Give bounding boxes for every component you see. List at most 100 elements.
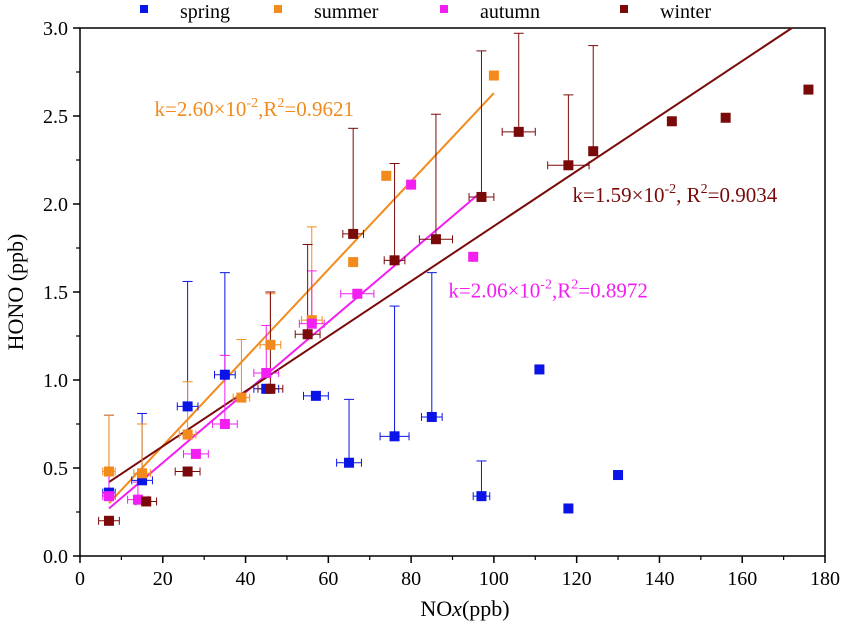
x-axis-label: NOx(ppb) (420, 596, 509, 621)
point-winter-9 (513, 126, 524, 137)
fit-line-summer (108, 92, 495, 504)
fit-annotation-autumn: k=2.06×10-2,R2=0.8972 (448, 277, 647, 302)
point-autumn-1 (132, 494, 143, 505)
point-spring-12 (613, 470, 624, 481)
fit-annotation-part-autumn-1: -2 (540, 277, 552, 292)
point-spring-7 (389, 431, 400, 442)
point-summer-8 (488, 70, 499, 81)
y-tick-label-2-5: 2.5 (43, 106, 68, 128)
x-axis-label-main: NO (420, 596, 452, 621)
point-spring-2 (182, 401, 193, 412)
point-winter-4 (302, 329, 313, 340)
legend-marker-winter (620, 5, 628, 13)
fit-annotation-summer: k=2.60×10-2,R2=0.9621 (155, 96, 354, 121)
y-tick-label-1-5: 1.5 (43, 282, 68, 304)
point-spring-6 (344, 457, 355, 468)
point-summer-4 (265, 339, 276, 350)
legend-label-spring: spring (180, 1, 230, 23)
x-axis-label-tail: (ppb) (462, 596, 510, 621)
point-autumn-0 (103, 491, 114, 502)
y-tick-label-0-0: 0.0 (43, 546, 68, 568)
point-autumn-5 (306, 318, 317, 329)
fit-annotation-part-winter-0: k=1.59×10 (573, 183, 665, 207)
point-winter-14 (803, 84, 814, 95)
y-axis-label: HONO (ppb) (3, 234, 28, 351)
x-tick-label-0: 0 (75, 568, 85, 590)
point-winter-5 (348, 228, 359, 239)
x-tick-label-100: 100 (479, 568, 509, 590)
point-spring-9 (476, 491, 487, 502)
fit-annotation-part-autumn-3: 2 (571, 277, 578, 292)
point-summer-3 (236, 392, 247, 403)
x-tick-label-20: 20 (153, 568, 173, 590)
fit-annotation-part-autumn-4: =0.8972 (578, 278, 648, 302)
point-winter-2 (182, 466, 193, 477)
y-tick-label-0-5: 0.5 (43, 458, 68, 480)
legend: spring summer autumn winter (140, 1, 711, 23)
point-spring-3 (219, 369, 230, 380)
point-spring-5 (310, 390, 321, 401)
fit-annotation-part-summer-1: -2 (246, 96, 258, 111)
point-summer-2 (182, 429, 193, 440)
x-tick-label-40: 40 (236, 568, 256, 590)
y-tick-label-3-0: 3.0 (43, 18, 68, 40)
point-autumn-7 (406, 179, 417, 190)
data-points (103, 70, 814, 526)
fit-annotation-winter: k=1.59×10-2, R2=0.9034 (573, 182, 778, 207)
point-autumn-2 (190, 448, 201, 459)
point-summer-6 (348, 257, 359, 268)
point-winter-3 (265, 383, 276, 394)
point-winter-6 (389, 255, 400, 266)
fit-annotation-part-summer-3: 2 (277, 96, 284, 111)
fit-line-autumn (108, 194, 478, 510)
fit-annotation-part-winter-4: =0.9034 (708, 183, 778, 207)
point-autumn-4 (261, 367, 272, 378)
legend-marker-autumn (440, 5, 448, 13)
point-winter-0 (103, 515, 114, 526)
y-tick-label-1-0: 1.0 (43, 370, 68, 392)
fit-annotation-part-autumn-2: ,R (552, 278, 571, 302)
x-tick-label-60: 60 (318, 568, 338, 590)
legend-label-winter: winter (660, 1, 711, 23)
point-summer-7 (381, 170, 392, 181)
point-winter-7 (430, 234, 441, 245)
fit-lines (108, 27, 793, 510)
point-winter-8 (476, 191, 487, 202)
point-autumn-6 (352, 288, 363, 299)
y-tick-label-2-0: 2.0 (43, 194, 68, 216)
point-spring-8 (426, 411, 437, 422)
point-winter-1 (141, 496, 152, 507)
point-spring-1 (137, 475, 148, 486)
fit-annotation-part-summer-0: k=2.60×10 (155, 97, 247, 121)
fit-annotation-part-winter-3: 2 (701, 182, 708, 197)
x-tick-label-160: 160 (727, 568, 757, 590)
point-spring-10 (534, 364, 545, 375)
axes: 0 20 40 60 80 100 120 140 160 180 0.0 0.5 1.0 1.5 2.0 2… (43, 18, 840, 590)
point-autumn-3 (219, 419, 230, 429)
x-tick-label-120: 120 (562, 568, 592, 590)
legend-marker-spring (140, 5, 148, 13)
fit-annotation-part-winter-2: , R (676, 183, 701, 207)
point-summer-0 (103, 466, 114, 477)
x-tick-label-140: 140 (644, 568, 674, 590)
point-summer-1 (137, 468, 148, 479)
x-tick-label-180: 180 (810, 568, 840, 590)
point-winter-10 (563, 160, 574, 171)
point-winter-13 (720, 112, 731, 123)
legend-label-autumn: autumn (480, 1, 540, 23)
fit-annotation-part-summer-2: ,R (258, 97, 277, 121)
point-winter-12 (666, 116, 677, 127)
fit-line-winter (108, 27, 793, 483)
legend-marker-summer (274, 5, 282, 13)
fit-annotation-part-autumn-0: k=2.06×10 (448, 278, 540, 302)
point-spring-11 (563, 503, 574, 514)
fit-annotation-part-winter-1: -2 (664, 182, 676, 197)
x-axis-label-italic: x (451, 596, 462, 621)
legend-label-summer: summer (314, 1, 379, 23)
point-autumn-8 (468, 251, 479, 262)
x-tick-label-80: 80 (401, 568, 421, 590)
point-winter-11 (588, 146, 599, 157)
fit-annotation-part-summer-4: =0.9621 (284, 97, 354, 121)
